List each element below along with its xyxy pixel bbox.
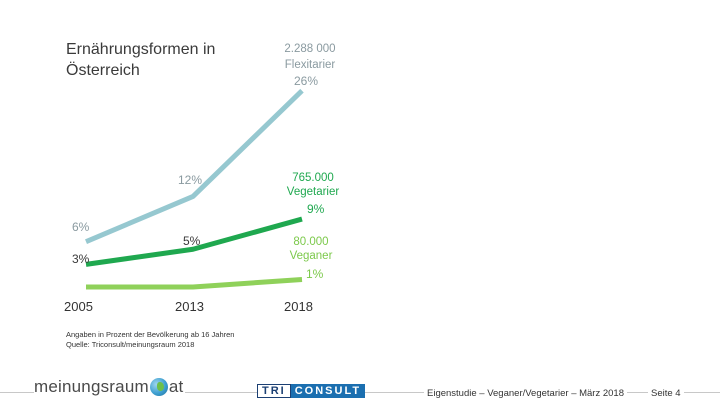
count-label-flexitarier: 2.288 000 [284, 43, 335, 55]
globe-icon [149, 378, 168, 396]
point-label-veganer-2018: 1% [306, 267, 324, 281]
x-tick-2005: 2005 [64, 299, 93, 314]
logo-tri: TRI [257, 384, 291, 398]
point-label-flexitarier-2013: 12% [178, 173, 202, 187]
meinungsraum-logo: meinungsraum at [34, 375, 186, 399]
series-label-veganer: Veganer [290, 250, 333, 262]
point-label-vegetarier-2013: 5% [183, 234, 201, 248]
series-line-vegetarier [85, 216, 303, 267]
x-tick-2013: 2013 [175, 299, 204, 314]
count-label-vegetarier: 765.000 [292, 172, 334, 184]
logo-wordmark: meinungsraum [34, 377, 149, 396]
series-line-flexitarier [85, 88, 304, 245]
logo-suffix: at [168, 377, 184, 396]
footnote: Angaben in Prozent der Bevölkerung ab 16… [66, 330, 234, 349]
x-tick-2018: 2018 [284, 299, 313, 314]
triconsult-logo: TRI CONSULT [257, 384, 366, 398]
footer: meinungsraum at TRI CONSULT Eigenstudie … [0, 372, 720, 405]
point-label-flexitarier-2005: 6% [72, 220, 90, 234]
footnote-basis: Angaben in Prozent der Bevölkerung ab 16… [66, 330, 235, 339]
point-label-vegetarier-2005: 3% [72, 252, 90, 266]
point-label-flexitarier-2018: 26% [294, 74, 318, 88]
count-label-veganer: 80.000 [293, 236, 328, 248]
point-label-vegetarier-2018: 9% [307, 202, 325, 216]
series-line-veganer [86, 276, 303, 290]
footnote-source: Quelle: Triconsult/meinungsraum 2018 [66, 339, 195, 349]
logo-consult: CONSULT [290, 384, 366, 398]
series-label-vegetarier: Vegetarier [287, 186, 340, 198]
chart-title: Ernährungsformen in Österreich [66, 41, 216, 79]
series-label-flexitarier: Flexitarier [285, 59, 336, 71]
page-number: Seite 4 [648, 388, 684, 399]
line-chart: 6% 12% 26% 3% 5% 9% 1% 2.288 000 Flexitarier 765.… [64, 43, 340, 314]
study-label: Eigenstudie – Veganer/Vegetarier – März … [424, 388, 627, 399]
